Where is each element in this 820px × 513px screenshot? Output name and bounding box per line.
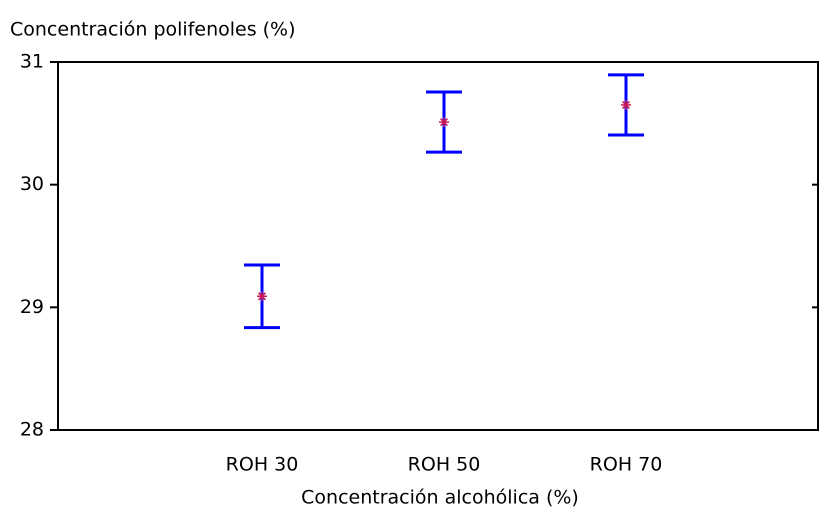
x-tick-label: ROH 30 bbox=[226, 454, 299, 476]
x-tick-label: ROH 50 bbox=[408, 454, 481, 476]
x-axis-title: Concentración alcohólica (%) bbox=[301, 487, 579, 509]
mean-marker bbox=[621, 99, 631, 110]
mean-marker bbox=[257, 291, 267, 302]
y-tick-label: 29 bbox=[20, 296, 44, 318]
y-tick-label: 30 bbox=[20, 173, 44, 195]
x-tick-label: ROH 70 bbox=[590, 454, 663, 476]
y-tick-label: 28 bbox=[20, 419, 44, 441]
y-tick-label: 31 bbox=[20, 51, 44, 73]
mean-marker bbox=[439, 117, 449, 128]
y-axis-title: Concentración polifenoles (%) bbox=[10, 19, 296, 41]
